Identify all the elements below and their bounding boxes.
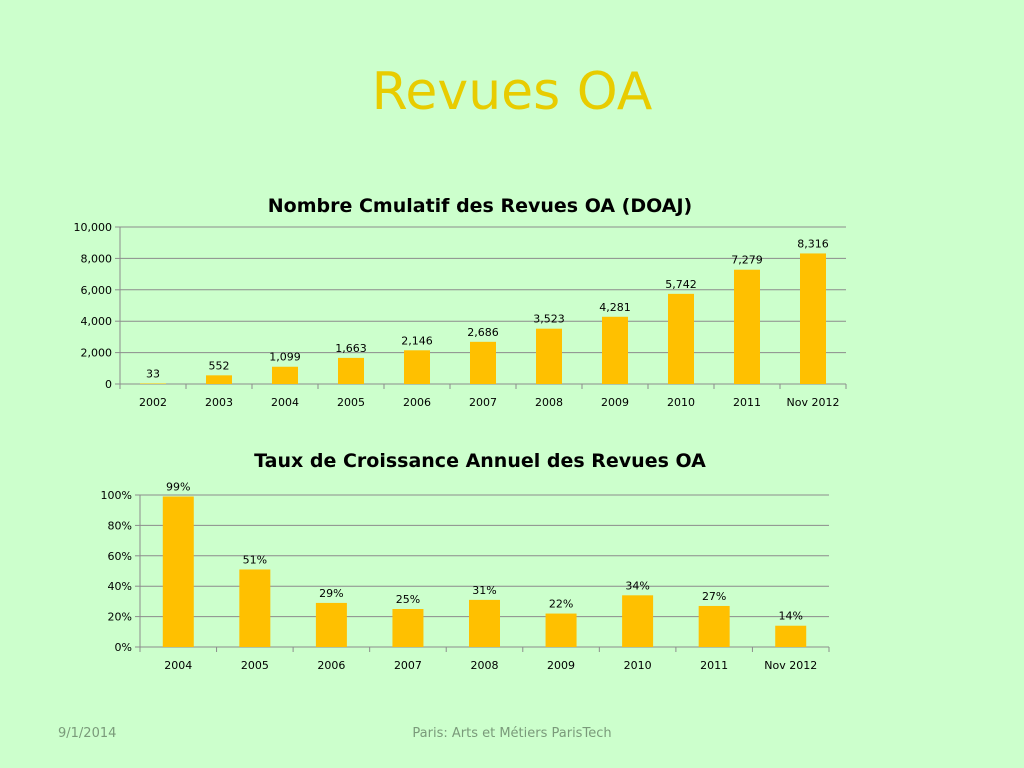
chart1-xtick-label: Nov 2012 — [787, 396, 840, 409]
chart1-ytick-label: 10,000 — [74, 221, 113, 234]
chart1-bar — [734, 269, 760, 384]
chart1-bar — [536, 328, 562, 384]
chart1-data-label: 3,523 — [533, 313, 565, 326]
chart1-xtick-label: 2009 — [601, 396, 629, 409]
chart1-data-label: 1,663 — [335, 342, 367, 355]
chart1-xtick-label: 2004 — [271, 396, 299, 409]
chart1-xtick-label: 2011 — [733, 396, 761, 409]
chart1-data-label: 5,742 — [665, 278, 697, 291]
chart1-xtick-label: 2005 — [337, 396, 365, 409]
chart1-ytick-label: 8,000 — [81, 252, 113, 265]
chart1-data-label: 2,686 — [467, 326, 499, 339]
footer-date: 9/1/2014 — [58, 726, 117, 741]
chart1-xtick-label: 2010 — [667, 396, 695, 409]
chart1-bar — [140, 383, 166, 384]
chart1-data-label: 8,316 — [797, 237, 829, 250]
chart1-bar — [470, 341, 496, 384]
chart1-data-label: 4,281 — [599, 301, 631, 314]
chart1-title: Nombre Cmulatif des Revues OA (DOAJ) — [267, 195, 693, 217]
chart1-xtick-label: 2002 — [139, 396, 167, 409]
slide-title: Revues OA — [371, 62, 653, 122]
chart1-bar — [668, 293, 694, 384]
chart1-xtick-label: 2006 — [403, 396, 431, 409]
chart1-data-label: 1,099 — [269, 351, 301, 364]
chart1-data-label: 2,146 — [401, 334, 433, 347]
chart2-title: Taux de Croissance Annuel des Revues OA — [254, 450, 706, 472]
chart1-ytick-label: 0 — [105, 378, 112, 391]
chart1-xtick-label: 2003 — [205, 396, 233, 409]
chart1-ytick-label: 4,000 — [81, 315, 113, 328]
chart1-xtick-label: 2008 — [535, 396, 563, 409]
chart1-ytick-label: 6,000 — [81, 284, 113, 297]
chart1-bar — [338, 357, 364, 384]
chart1-bar — [206, 375, 232, 384]
chart1-bar — [602, 316, 628, 384]
chart1-bar — [272, 366, 298, 384]
footer-center: Paris: Arts et Métiers ParisTech — [412, 726, 612, 741]
chart1-ytick-label: 2,000 — [81, 347, 113, 360]
chart1-data-label: 33 — [146, 367, 160, 380]
chart1-bar — [404, 350, 430, 384]
chart1-data-label: 552 — [209, 359, 230, 372]
chart1-data-label: 7,279 — [731, 254, 763, 267]
chart1-bar — [800, 253, 826, 384]
chart1-xtick-label: 2007 — [469, 396, 497, 409]
